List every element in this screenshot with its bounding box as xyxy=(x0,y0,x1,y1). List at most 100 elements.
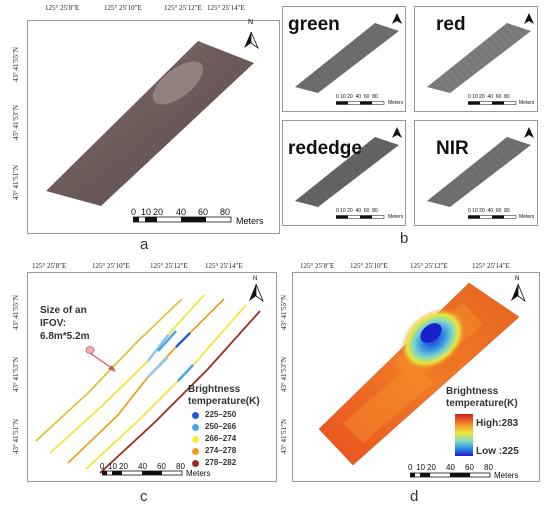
panel-d-north-label: N xyxy=(515,276,520,282)
panel-c-scalebar xyxy=(102,470,183,476)
panel-c-scale-unit: Meters xyxy=(186,469,211,478)
flight-line-4 xyxy=(85,304,247,470)
panel-a-scale-80: 80 xyxy=(220,207,231,217)
legend-label-3: 266–274 xyxy=(205,434,237,443)
panel-a-letter: a xyxy=(140,236,149,253)
panel-b-red-scale-unit: Meters xyxy=(519,100,535,106)
panel-b-letter: b xyxy=(400,230,409,247)
panel-b-nir-scale-ticks: 0 10 20 40 60 80 xyxy=(468,208,510,214)
panel-a-scale-0: 0 xyxy=(131,207,137,217)
panel-c-left-coord-3: 43° 41′51″N xyxy=(12,418,20,454)
panel-b-green-scale-ticks: 0 10 20 40 60 80 xyxy=(336,94,378,100)
panel-a-top-coord-1: 125° 25′8″E xyxy=(45,4,80,12)
panel-c-top-coord-2: 125° 25′10″E xyxy=(92,262,130,270)
legend-dot-1 xyxy=(192,412,199,419)
panel-d-legend-title: Brightness xyxy=(446,386,499,397)
panel-b-green-scalebar xyxy=(336,101,385,105)
panel-a-scale-10: 10 xyxy=(141,207,152,217)
panel-a-left-coord-1: 43° 41′55″N xyxy=(12,46,20,82)
panel-c-north-label: N xyxy=(253,276,258,282)
thermal-image xyxy=(319,283,519,465)
panel-d-scale-10: 10 xyxy=(416,463,425,472)
flight-line-5 xyxy=(99,310,261,474)
panel-b-nir-label: NIR xyxy=(436,138,469,159)
panel-d-top-coord-3: 125° 25′12″E xyxy=(410,262,448,270)
panel-c-letter: c xyxy=(140,488,148,505)
panel-b-nir-image xyxy=(427,137,531,207)
panel-b-rededge-label: rededge xyxy=(288,138,362,159)
panel-b-red-north-arrow-icon xyxy=(524,13,534,24)
panel-a-north-arrow-icon xyxy=(244,31,259,50)
legend-dot-3 xyxy=(192,436,199,443)
panel-b-rededge-scale-unit: Meters xyxy=(388,214,404,220)
panel-c-scale-20: 20 xyxy=(119,462,128,471)
legend-dot-2 xyxy=(192,424,199,431)
panel-d-scalebar xyxy=(410,472,491,478)
panel-c-left-coord-2: 43° 41′53″N xyxy=(12,356,20,392)
panel-c-scale-0: 0 xyxy=(100,462,105,471)
legend-label-4: 274–278 xyxy=(205,446,237,455)
panel-b-green-label: green xyxy=(288,14,340,35)
panel-d-scale-60: 60 xyxy=(465,463,474,472)
panel-b-rededge-image xyxy=(295,137,399,207)
panel-d-left-coord-1: 43° 41′55″N xyxy=(280,294,288,330)
panel-a-top-coord-3: 125° 25′12″E xyxy=(164,4,202,12)
legend-dot-4 xyxy=(192,448,199,455)
panel-d-top-coord-2: 125° 25′10″E xyxy=(350,262,388,270)
panel-a-top-coord-4: 125° 25′14″E xyxy=(207,4,245,12)
panel-d-scale-20: 20 xyxy=(427,463,436,472)
legend-label-2: 250–266 xyxy=(205,422,237,431)
panel-b-nir-north-arrow-icon xyxy=(524,127,534,138)
panel-d-scale-0: 0 xyxy=(408,463,413,472)
legend-dot-5 xyxy=(192,460,199,467)
panel-d-left-coord-2: 43° 41′53″N xyxy=(280,356,288,392)
panel-c-scale-80: 80 xyxy=(176,462,185,471)
panel-d-letter: d xyxy=(410,488,419,505)
panel-b-nir-scale-unit: Meters xyxy=(519,214,535,220)
legend-label-5: 278–282 xyxy=(205,458,237,467)
panel-a-scale-40: 40 xyxy=(176,207,187,217)
panel-c-scale-10: 10 xyxy=(108,462,117,471)
panel-b-red-scale-ticks: 0 10 20 40 60 80 xyxy=(468,94,510,100)
panel-b-green-scale-unit: Meters xyxy=(388,100,404,106)
legend-label-1: 225–250 xyxy=(205,410,237,419)
panel-b-red-scalebar xyxy=(468,101,517,105)
panel-c-top-coord-1: 125° 25′8″E xyxy=(32,262,67,270)
panel-d-scale-80: 80 xyxy=(484,463,493,472)
panel-c-scale-40: 40 xyxy=(138,462,147,471)
panel-b-rededge-scale-ticks: 0 10 20 40 60 80 xyxy=(336,208,378,214)
panel-d-top-coord-4: 125° 25′14″E xyxy=(472,262,510,270)
panel-a-scale-60: 60 xyxy=(198,207,209,217)
panel-c-scale-60: 60 xyxy=(157,462,166,471)
panel-c-left-coord-1: 43° 41′55″N xyxy=(12,294,20,330)
panel-a-scale-unit: Meters xyxy=(236,216,264,226)
panel-c-frame xyxy=(27,272,277,482)
panel-b-green-north-arrow-icon xyxy=(392,13,402,24)
panel-b-red-image xyxy=(427,23,531,93)
panel-c-legend-title-2: temperature(K) xyxy=(188,396,260,407)
panel-c-north-arrow-icon xyxy=(249,283,264,303)
panel-a-map xyxy=(46,41,254,206)
panel-a-left-coord-2: 43° 41′53″N xyxy=(12,104,20,140)
panel-a-scalebar xyxy=(133,216,232,223)
panel-a-top-coord-2: 125° 25′10″E xyxy=(104,4,142,12)
panel-d-north-arrow-icon xyxy=(511,283,526,303)
panel-c-ifov-label: Size of an IFOV: 6.8m*5.2m xyxy=(40,305,90,342)
panel-d-left-coord-3: 43° 41′51″N xyxy=(280,418,288,454)
flight-line-3 xyxy=(67,298,225,464)
panel-d-legend-title-2: temperature(K) xyxy=(446,398,518,409)
panel-b-rededge-scalebar xyxy=(336,215,385,219)
ifov-marker xyxy=(85,346,95,354)
panel-d-scale-40: 40 xyxy=(446,463,455,472)
panel-b-nir-scalebar xyxy=(468,215,517,219)
panel-d-map xyxy=(318,282,520,466)
panel-d-legend-high: High:283 xyxy=(476,418,519,429)
panel-b-green-image xyxy=(295,23,399,93)
panel-c-top-coord-3: 125° 25′12″E xyxy=(150,262,188,270)
panel-d-colorbar xyxy=(455,414,473,456)
panel-a-north-label: N xyxy=(248,19,254,26)
panel-c-top-coord-4: 125° 25′14″E xyxy=(205,262,243,270)
panel-b-red-label: red xyxy=(436,14,466,35)
panel-a-scale-20: 20 xyxy=(153,207,164,217)
panel-d-top-coord-1: 125° 25′8″E xyxy=(300,262,335,270)
